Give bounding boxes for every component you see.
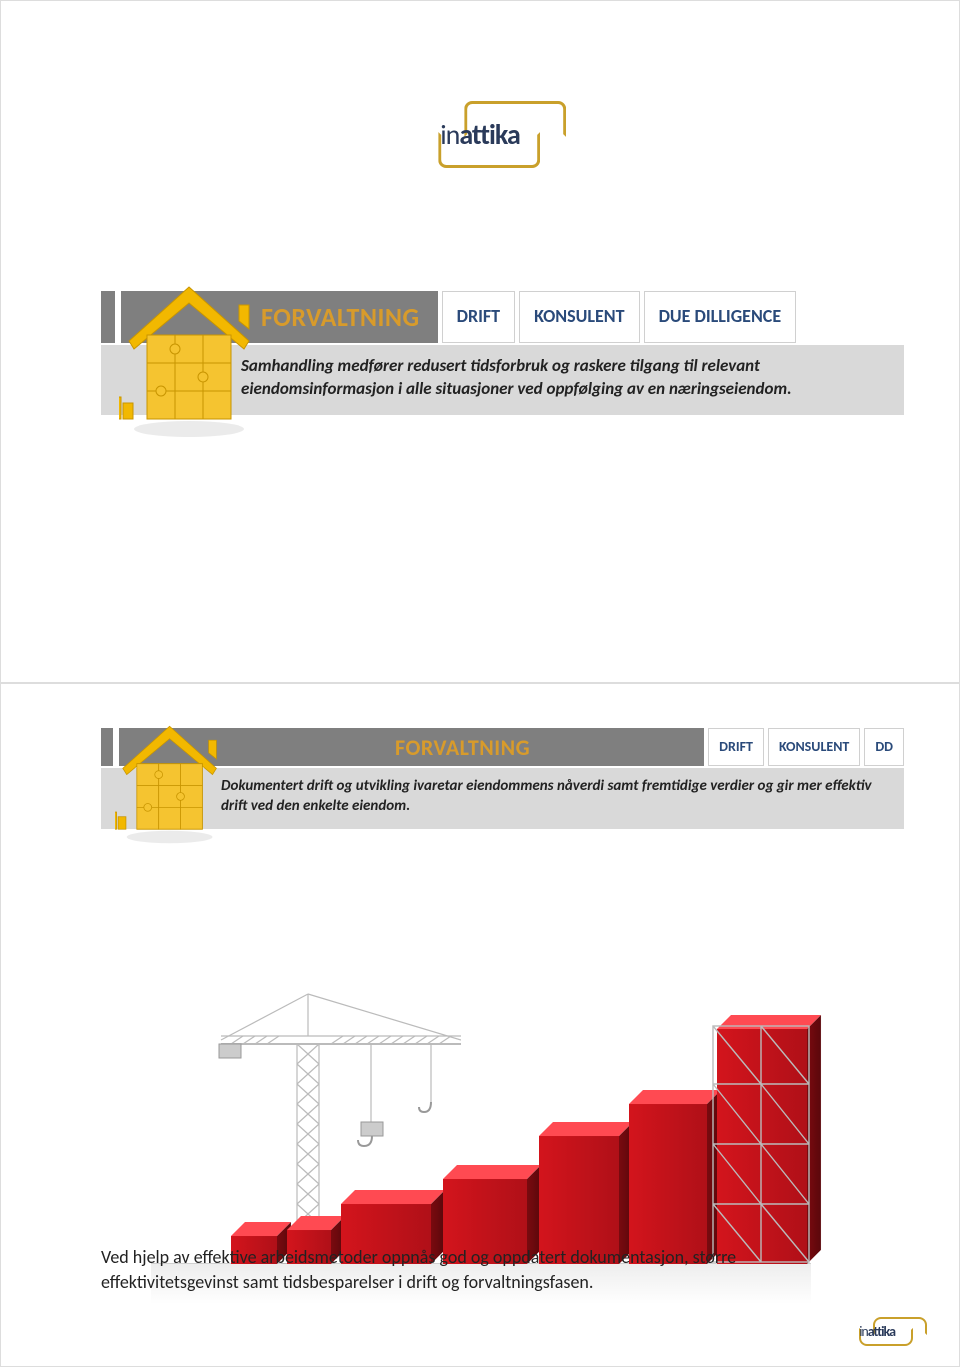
- scaffold-frame: [711, 1024, 811, 1264]
- house-puzzle-icon: [115, 720, 232, 872]
- tab-dd[interactable]: DD: [864, 728, 904, 766]
- slide-2: FORVALTNING DRIFT KONSULENT DD Dokumente…: [0, 683, 960, 1367]
- tab-drift[interactable]: DRIFT: [708, 728, 764, 766]
- tab-drift[interactable]: DRIFT: [442, 291, 515, 343]
- slide2-body-text: Ved hjelp av effektive arbeidsmetoder op…: [101, 1245, 859, 1294]
- tab-konsulent[interactable]: KONSULENT: [519, 291, 640, 343]
- logo-small: inattika: [855, 1321, 899, 1342]
- chart-bar: [629, 1104, 707, 1264]
- crane-bar-chart: [151, 964, 811, 1284]
- logo-main: attika: [459, 117, 519, 152]
- tab-due-dilligence[interactable]: DUE DILLIGENCE: [644, 291, 797, 343]
- house-puzzle-icon: [119, 279, 269, 474]
- accent-bar: [101, 728, 113, 766]
- slide-1: inattika: [0, 0, 960, 683]
- tab-konsulent[interactable]: KONSULENT: [768, 728, 860, 766]
- logo-prefix: in: [440, 117, 459, 152]
- accent-bar: [101, 291, 115, 343]
- logo: inattika: [430, 111, 530, 158]
